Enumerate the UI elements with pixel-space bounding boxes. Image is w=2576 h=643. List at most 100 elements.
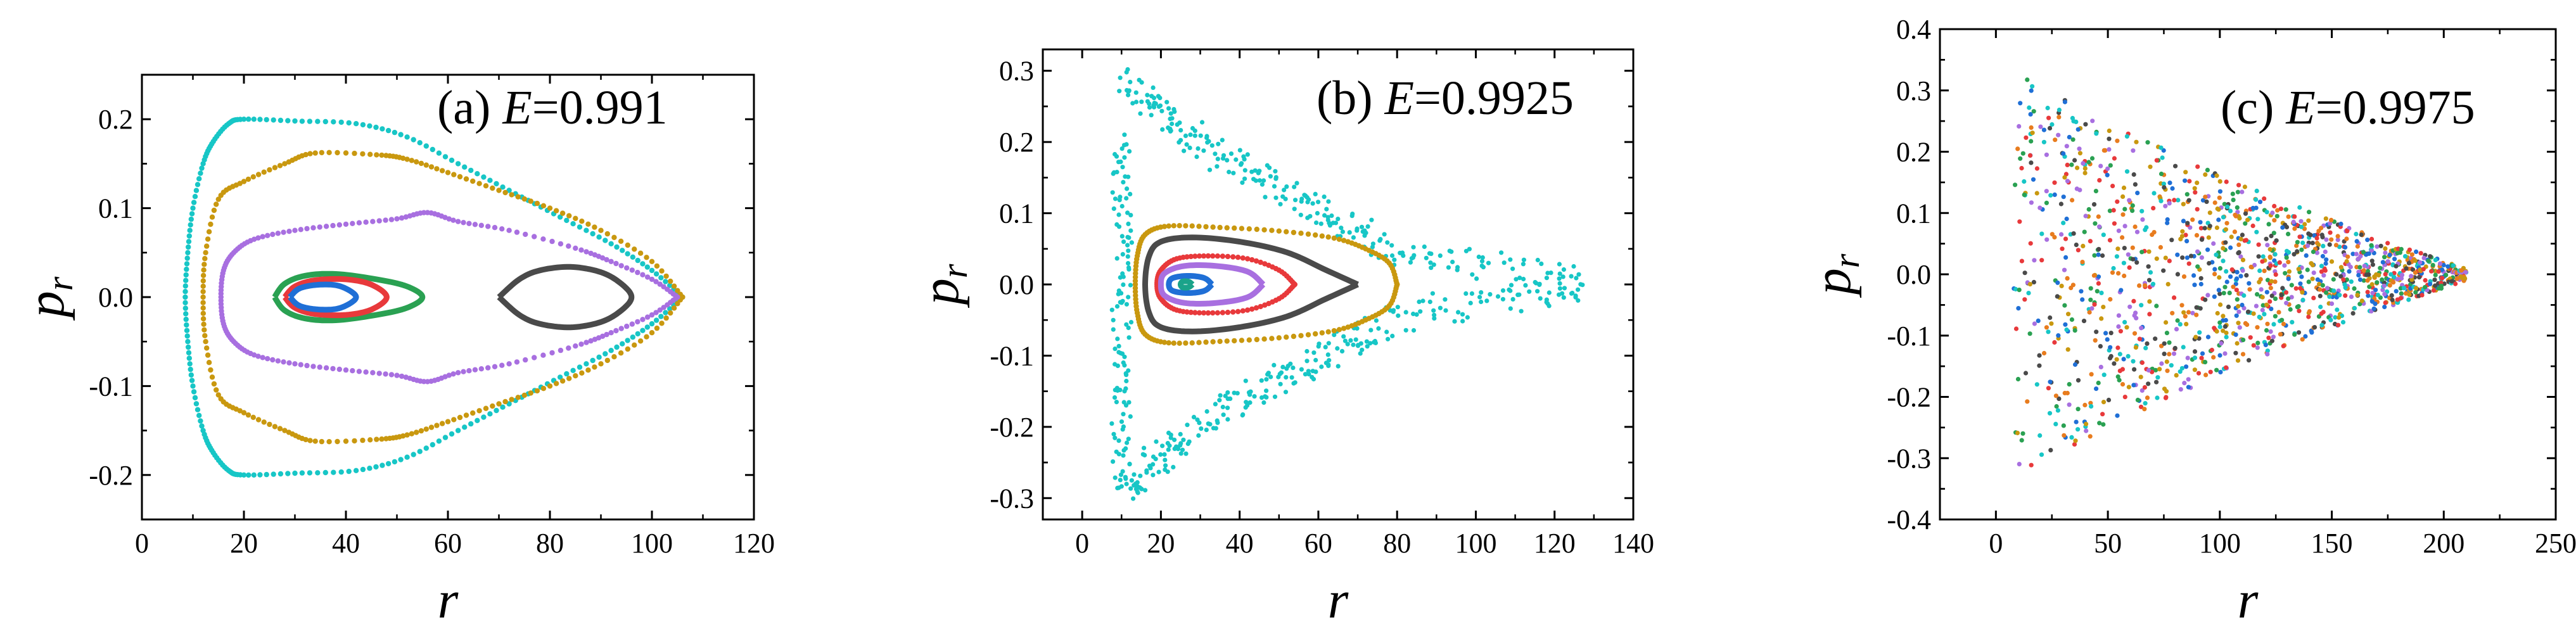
data-point	[611, 234, 617, 240]
data-point	[1291, 366, 1296, 371]
data-point	[281, 359, 286, 365]
data-point	[2247, 358, 2252, 363]
data-point	[1201, 310, 1207, 316]
data-point	[2357, 302, 2362, 307]
data-point	[2179, 234, 2185, 239]
data-point	[338, 469, 344, 475]
data-point	[1225, 390, 1230, 395]
data-point	[2183, 314, 2188, 319]
data-point	[1217, 338, 1223, 345]
data-point	[1261, 336, 1267, 342]
data-point	[2133, 345, 2138, 350]
data-point	[573, 373, 578, 379]
data-point	[2142, 385, 2147, 390]
data-point	[1514, 277, 1519, 282]
data-point	[2187, 179, 2192, 184]
data-point	[2154, 303, 2159, 309]
y-tick-label: 0.0	[1896, 259, 1931, 290]
data-point	[1408, 260, 1413, 265]
data-point	[1285, 364, 1291, 369]
data-point	[2245, 322, 2250, 328]
data-point	[532, 234, 537, 239]
data-point	[196, 412, 202, 418]
data-point	[1351, 235, 1356, 240]
data-point	[286, 159, 292, 165]
data-point	[1113, 435, 1118, 440]
data-point	[2418, 260, 2423, 265]
data-point	[2083, 122, 2088, 127]
series-orbit-gold	[1132, 223, 1400, 346]
data-point	[2224, 334, 2229, 340]
data-point	[2272, 203, 2277, 208]
data-point	[1192, 253, 1198, 259]
data-point	[2380, 260, 2385, 265]
data-point	[1253, 305, 1259, 311]
data-point	[2182, 381, 2187, 386]
data-point	[436, 150, 442, 156]
data-point	[2286, 231, 2291, 236]
data-point	[1303, 193, 1308, 198]
data-point	[515, 194, 521, 200]
data-point	[462, 424, 468, 430]
data-point	[336, 222, 342, 228]
data-point	[2198, 276, 2203, 281]
data-point	[583, 361, 589, 367]
data-point	[558, 241, 564, 247]
data-point	[1203, 224, 1209, 230]
data-point	[2096, 214, 2101, 219]
data-point	[1305, 332, 1311, 338]
data-point	[2039, 452, 2044, 457]
data-point	[1129, 478, 1134, 483]
data-point	[2309, 330, 2314, 335]
data-point	[1133, 487, 1138, 492]
data-point	[2178, 387, 2183, 392]
data-point	[182, 305, 188, 311]
data-point	[1313, 357, 1318, 363]
data-point	[2028, 111, 2033, 117]
data-point	[1220, 156, 1226, 161]
data-point	[2093, 221, 2098, 226]
data-point	[2420, 293, 2425, 298]
data-point	[1479, 264, 1484, 269]
data-point	[579, 370, 585, 376]
data-point	[2140, 217, 2145, 222]
data-point	[2240, 352, 2246, 357]
data-point	[2286, 250, 2292, 255]
data-point	[2284, 300, 2289, 305]
data-point	[2348, 264, 2353, 270]
data-point	[2114, 357, 2119, 362]
data-point	[1196, 224, 1202, 229]
data-point	[2234, 313, 2239, 318]
data-point	[2221, 246, 2226, 251]
data-point	[2279, 293, 2284, 298]
data-point	[1113, 151, 1118, 157]
data-point	[570, 367, 576, 373]
data-point	[2214, 173, 2219, 178]
data-point	[198, 170, 203, 176]
data-point	[1249, 257, 1255, 263]
data-point	[1189, 340, 1195, 346]
data-point	[2088, 434, 2093, 439]
panel-c-y-tick-labels: -0.4-0.3-0.2-0.10.00.10.20.30.4	[1887, 14, 1931, 535]
data-point	[2441, 262, 2446, 268]
data-point	[1319, 330, 1325, 336]
data-point	[2119, 288, 2124, 293]
data-point	[1121, 400, 1126, 405]
data-point	[388, 217, 395, 222]
data-point	[383, 217, 388, 223]
data-point	[2094, 386, 2099, 392]
data-point	[385, 461, 392, 467]
data-point	[2271, 231, 2276, 236]
data-point	[1171, 464, 1176, 470]
data-point	[2432, 277, 2437, 283]
orbit-curve	[282, 276, 390, 319]
data-point	[1109, 421, 1114, 426]
data-point	[604, 357, 610, 364]
data-point	[2286, 214, 2291, 219]
data-point	[608, 348, 614, 353]
data-point	[487, 177, 493, 183]
data-point	[1210, 253, 1216, 259]
data-point	[2281, 321, 2286, 327]
data-point	[206, 229, 212, 234]
data-point	[1117, 198, 1122, 203]
